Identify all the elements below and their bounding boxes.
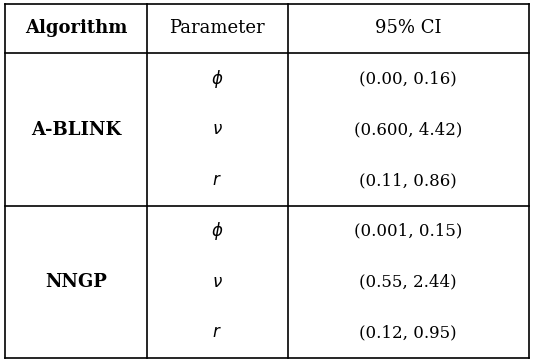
- Text: Algorithm: Algorithm: [25, 20, 127, 37]
- Text: $\phi$: $\phi$: [211, 68, 224, 90]
- Text: 95% CI: 95% CI: [375, 20, 442, 37]
- Text: $r$: $r$: [213, 324, 222, 341]
- Text: $r$: $r$: [213, 172, 222, 189]
- Text: (0.001, 0.15): (0.001, 0.15): [354, 223, 462, 240]
- Text: (0.600, 4.42): (0.600, 4.42): [354, 121, 462, 138]
- Text: Parameter: Parameter: [169, 20, 265, 37]
- Text: NNGP: NNGP: [45, 273, 107, 291]
- Text: (0.00, 0.16): (0.00, 0.16): [359, 70, 457, 87]
- Text: (0.12, 0.95): (0.12, 0.95): [359, 324, 457, 341]
- Text: $\nu$: $\nu$: [212, 274, 223, 291]
- Text: (0.55, 2.44): (0.55, 2.44): [359, 274, 457, 291]
- Text: (0.11, 0.86): (0.11, 0.86): [359, 172, 457, 189]
- Text: A-BLINK: A-BLINK: [31, 121, 121, 139]
- Text: $\nu$: $\nu$: [212, 121, 223, 138]
- Text: $\phi$: $\phi$: [211, 220, 224, 242]
